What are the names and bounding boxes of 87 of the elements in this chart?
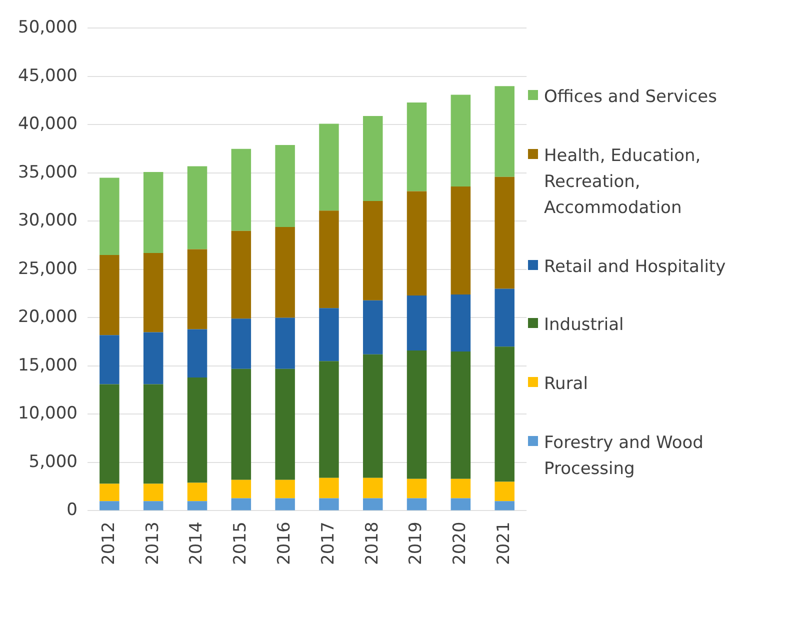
bar [406, 296, 427, 351]
bar [319, 498, 339, 510]
y-tick-label: 10,000 [18, 404, 78, 424]
bar [450, 186, 471, 295]
bar [143, 332, 164, 384]
bar [494, 501, 514, 510]
bar [231, 480, 252, 498]
bar [494, 288, 514, 347]
bar [319, 478, 339, 498]
x-tick-label: 2017 [318, 522, 338, 565]
bar [450, 352, 471, 479]
legend-label: Industrial [544, 314, 624, 338]
bar [100, 384, 120, 484]
y-tick-label: 15,000 [18, 355, 78, 376]
bar [275, 498, 295, 510]
bar [450, 94, 471, 186]
bar [100, 178, 120, 255]
bar [231, 318, 252, 369]
bar [275, 318, 295, 369]
bar [187, 329, 208, 378]
bar [494, 176, 514, 289]
bar [319, 124, 339, 211]
bar [231, 368, 252, 480]
y-tick-label: 0 [66, 500, 78, 520]
bar [187, 249, 208, 330]
bar [363, 478, 383, 498]
bar [143, 501, 164, 510]
bar [143, 384, 164, 484]
bar [143, 172, 164, 254]
y-tick-label: 40,000 [18, 114, 78, 134]
bar [100, 335, 120, 384]
bar [363, 354, 383, 478]
bar [494, 86, 514, 177]
bar [450, 478, 471, 498]
x-tick-label: 2020 [450, 522, 470, 565]
bar [494, 346, 514, 482]
bar [231, 498, 252, 510]
x-tick-label: 2013 [142, 522, 163, 565]
bar [450, 498, 471, 510]
bar [363, 200, 383, 300]
bar [231, 230, 252, 319]
bar [275, 368, 295, 480]
bar [187, 166, 208, 250]
bar [406, 478, 427, 498]
bar [187, 482, 208, 502]
x-tick-label: 2015 [230, 522, 251, 565]
bar [143, 484, 164, 502]
bar [319, 308, 339, 362]
y-tick-label: 5,000 [28, 452, 78, 472]
bar [143, 253, 164, 332]
y-tick-label: 50,000 [18, 18, 78, 38]
bar [319, 361, 339, 478]
bar [450, 294, 471, 352]
x-tick-label: 2021 [494, 522, 514, 565]
x-tick-label: 2019 [406, 522, 426, 565]
legend-label: Health, Education, Recreation, Accommodation [544, 144, 702, 220]
bar [363, 116, 383, 201]
bar [231, 148, 252, 231]
legend-label: Offices and Services [544, 86, 717, 110]
bar [275, 480, 295, 498]
bar [406, 498, 427, 510]
bar [100, 254, 120, 336]
bar [187, 378, 208, 483]
legend-label: Retail and Hospitality [544, 256, 726, 279]
bar [100, 501, 120, 510]
bar [494, 482, 514, 502]
bar [319, 210, 339, 308]
bar [275, 144, 295, 228]
bar [363, 300, 383, 354]
bar [363, 498, 383, 510]
bar [187, 501, 208, 510]
x-tick-label: 2018 [362, 522, 382, 565]
legend-label: Rural [544, 372, 588, 396]
y-tick-label: 20,000 [18, 307, 78, 328]
bar [406, 350, 427, 479]
y-tick-label: 35,000 [18, 162, 78, 182]
y-tick-label: 25,000 [18, 258, 78, 279]
y-tick-label: 45,000 [18, 66, 78, 86]
bar [100, 484, 120, 502]
x-tick-label: 2014 [186, 522, 207, 565]
x-tick-label: 2012 [98, 522, 119, 565]
y-tick-label: 30,000 [18, 210, 78, 231]
bar [275, 227, 295, 318]
bar [406, 191, 427, 296]
x-tick-label: 2016 [274, 522, 294, 565]
bar [406, 102, 427, 192]
legend-label: Forestry and Wood Processing [544, 432, 704, 481]
